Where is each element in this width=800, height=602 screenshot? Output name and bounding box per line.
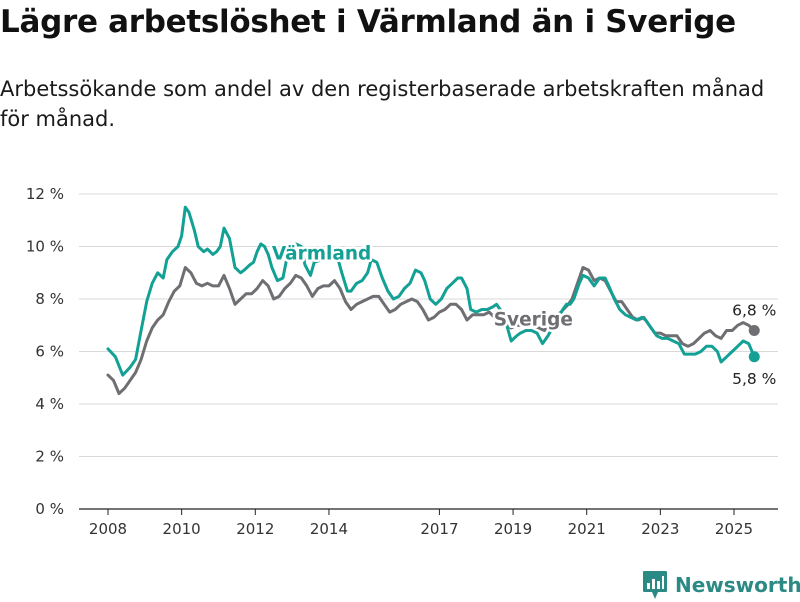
x-tick-label: 2010 bbox=[163, 520, 201, 538]
x-tick-label: 2014 bbox=[310, 520, 348, 538]
y-axis-ticks: 0 % 2 % 4 % 6 % 8 % 10 % 12 % bbox=[26, 185, 64, 518]
end-point-varmland bbox=[748, 351, 760, 363]
brand-name: Newsworthy bbox=[675, 573, 800, 597]
gridlines bbox=[79, 193, 778, 510]
y-tick-label: 6 % bbox=[35, 343, 64, 361]
series-line-sverige bbox=[106, 266, 756, 395]
brand-logo: Newsworthy bbox=[642, 568, 800, 602]
y-tick-label: 0 % bbox=[35, 500, 64, 518]
chart-title: Lägre arbetslöshet i Värmland än i Sveri… bbox=[0, 4, 736, 40]
end-label-sverige: 6,8 % bbox=[732, 302, 776, 320]
y-tick-label: 10 % bbox=[26, 238, 64, 256]
x-tick-label: 2019 bbox=[494, 520, 532, 538]
x-tick-label: 2023 bbox=[641, 520, 679, 538]
end-label-varmland: 5,8 % bbox=[732, 370, 776, 388]
series-lines bbox=[106, 205, 760, 395]
x-tick-label: 2017 bbox=[420, 520, 458, 538]
series-line-varmland bbox=[106, 205, 756, 377]
series-label-sverige: Sverige bbox=[494, 309, 573, 330]
x-tick-label: 2008 bbox=[89, 520, 127, 538]
newsworthy-logo-icon bbox=[643, 571, 667, 599]
x-tick-label: 2025 bbox=[715, 520, 753, 538]
end-point-sverige bbox=[748, 325, 760, 336]
y-tick-label: 8 % bbox=[35, 290, 64, 308]
y-tick-label: 2 % bbox=[35, 448, 64, 466]
x-tick-label: 2012 bbox=[236, 520, 274, 538]
series-labels: 5,8 % Värmland 6,8 % Sverige bbox=[269, 241, 776, 388]
y-tick-label: 4 % bbox=[35, 395, 64, 413]
y-tick-label: 12 % bbox=[26, 185, 64, 203]
chart-subtitle: Arbetssökande som andel av den registerb… bbox=[0, 77, 765, 131]
series-label-varmland: Värmland bbox=[272, 244, 371, 265]
x-axis-ticks: 2008 2010 2012 2014 2017 2019 2021 2023 2025 bbox=[89, 509, 753, 538]
x-tick-label: 2021 bbox=[568, 520, 606, 538]
